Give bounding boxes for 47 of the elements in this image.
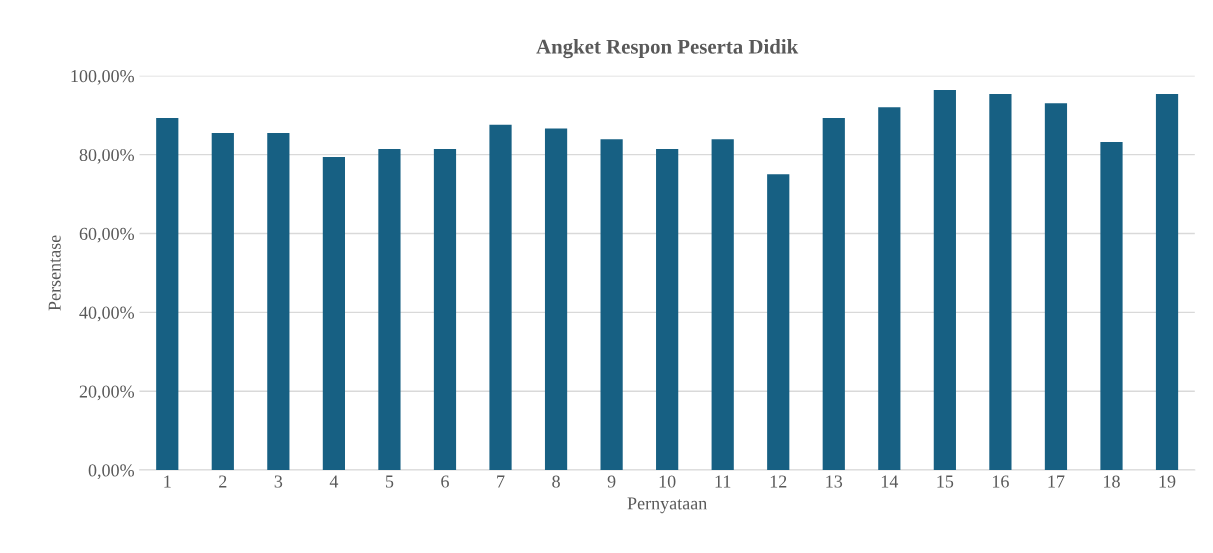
bar: [656, 149, 679, 471]
bar: [1044, 103, 1068, 471]
y-tick-label: 20,00%: [79, 385, 135, 401]
y-tick-label: 100,00%: [71, 70, 135, 85]
x-tick-label: 12: [770, 475, 787, 488]
x-tick-label: 16: [992, 475, 1009, 488]
x-tick-label: 8: [552, 475, 560, 488]
bar: [322, 156, 345, 471]
bar: [822, 117, 845, 471]
y-tick-label: 60,00%: [79, 227, 135, 243]
x-axis-title: Pernyataan: [627, 497, 707, 514]
x-tick-label: 3: [274, 475, 283, 488]
y-tick-label: 40,00%: [79, 306, 135, 322]
bar: [267, 132, 290, 471]
bar: [211, 132, 234, 471]
y-tick-label: 0,00%: [88, 464, 135, 480]
x-tick-label: 15: [937, 475, 954, 488]
x-tick-label: 4: [329, 475, 339, 488]
chart-title: Angket Respon Peserta Didik: [536, 39, 799, 59]
bar: [878, 107, 901, 471]
x-tick-label: 7: [497, 475, 505, 488]
bar: [933, 89, 956, 471]
x-tick-label: 6: [441, 475, 449, 488]
y-tick-label: 80,00%: [79, 148, 135, 164]
bar: [544, 128, 568, 471]
x-tick-label: 1: [164, 475, 171, 488]
x-tick-label: 10: [659, 475, 676, 488]
x-tick-label: 2: [219, 475, 227, 488]
y-axis-title: Persentase: [48, 235, 61, 311]
x-tick-label: 19: [1159, 475, 1176, 488]
bar: [378, 149, 401, 471]
bar: [600, 139, 623, 471]
bar: [1100, 142, 1123, 471]
x-tick-label: 13: [826, 475, 843, 488]
x-tick-label: 14: [881, 475, 899, 488]
bar: [489, 124, 512, 471]
bar: [433, 149, 457, 471]
bar: [767, 174, 790, 471]
x-tick-label: 9: [607, 475, 616, 488]
x-tick-label: 17: [1048, 475, 1065, 488]
x-tick-label: 18: [1104, 475, 1120, 488]
bar: [989, 93, 1012, 471]
x-tick-label: 11: [715, 475, 731, 488]
bar: [156, 117, 179, 471]
bar: [1155, 93, 1179, 471]
x-tick-label: 5: [385, 475, 394, 488]
bar: [711, 139, 734, 471]
